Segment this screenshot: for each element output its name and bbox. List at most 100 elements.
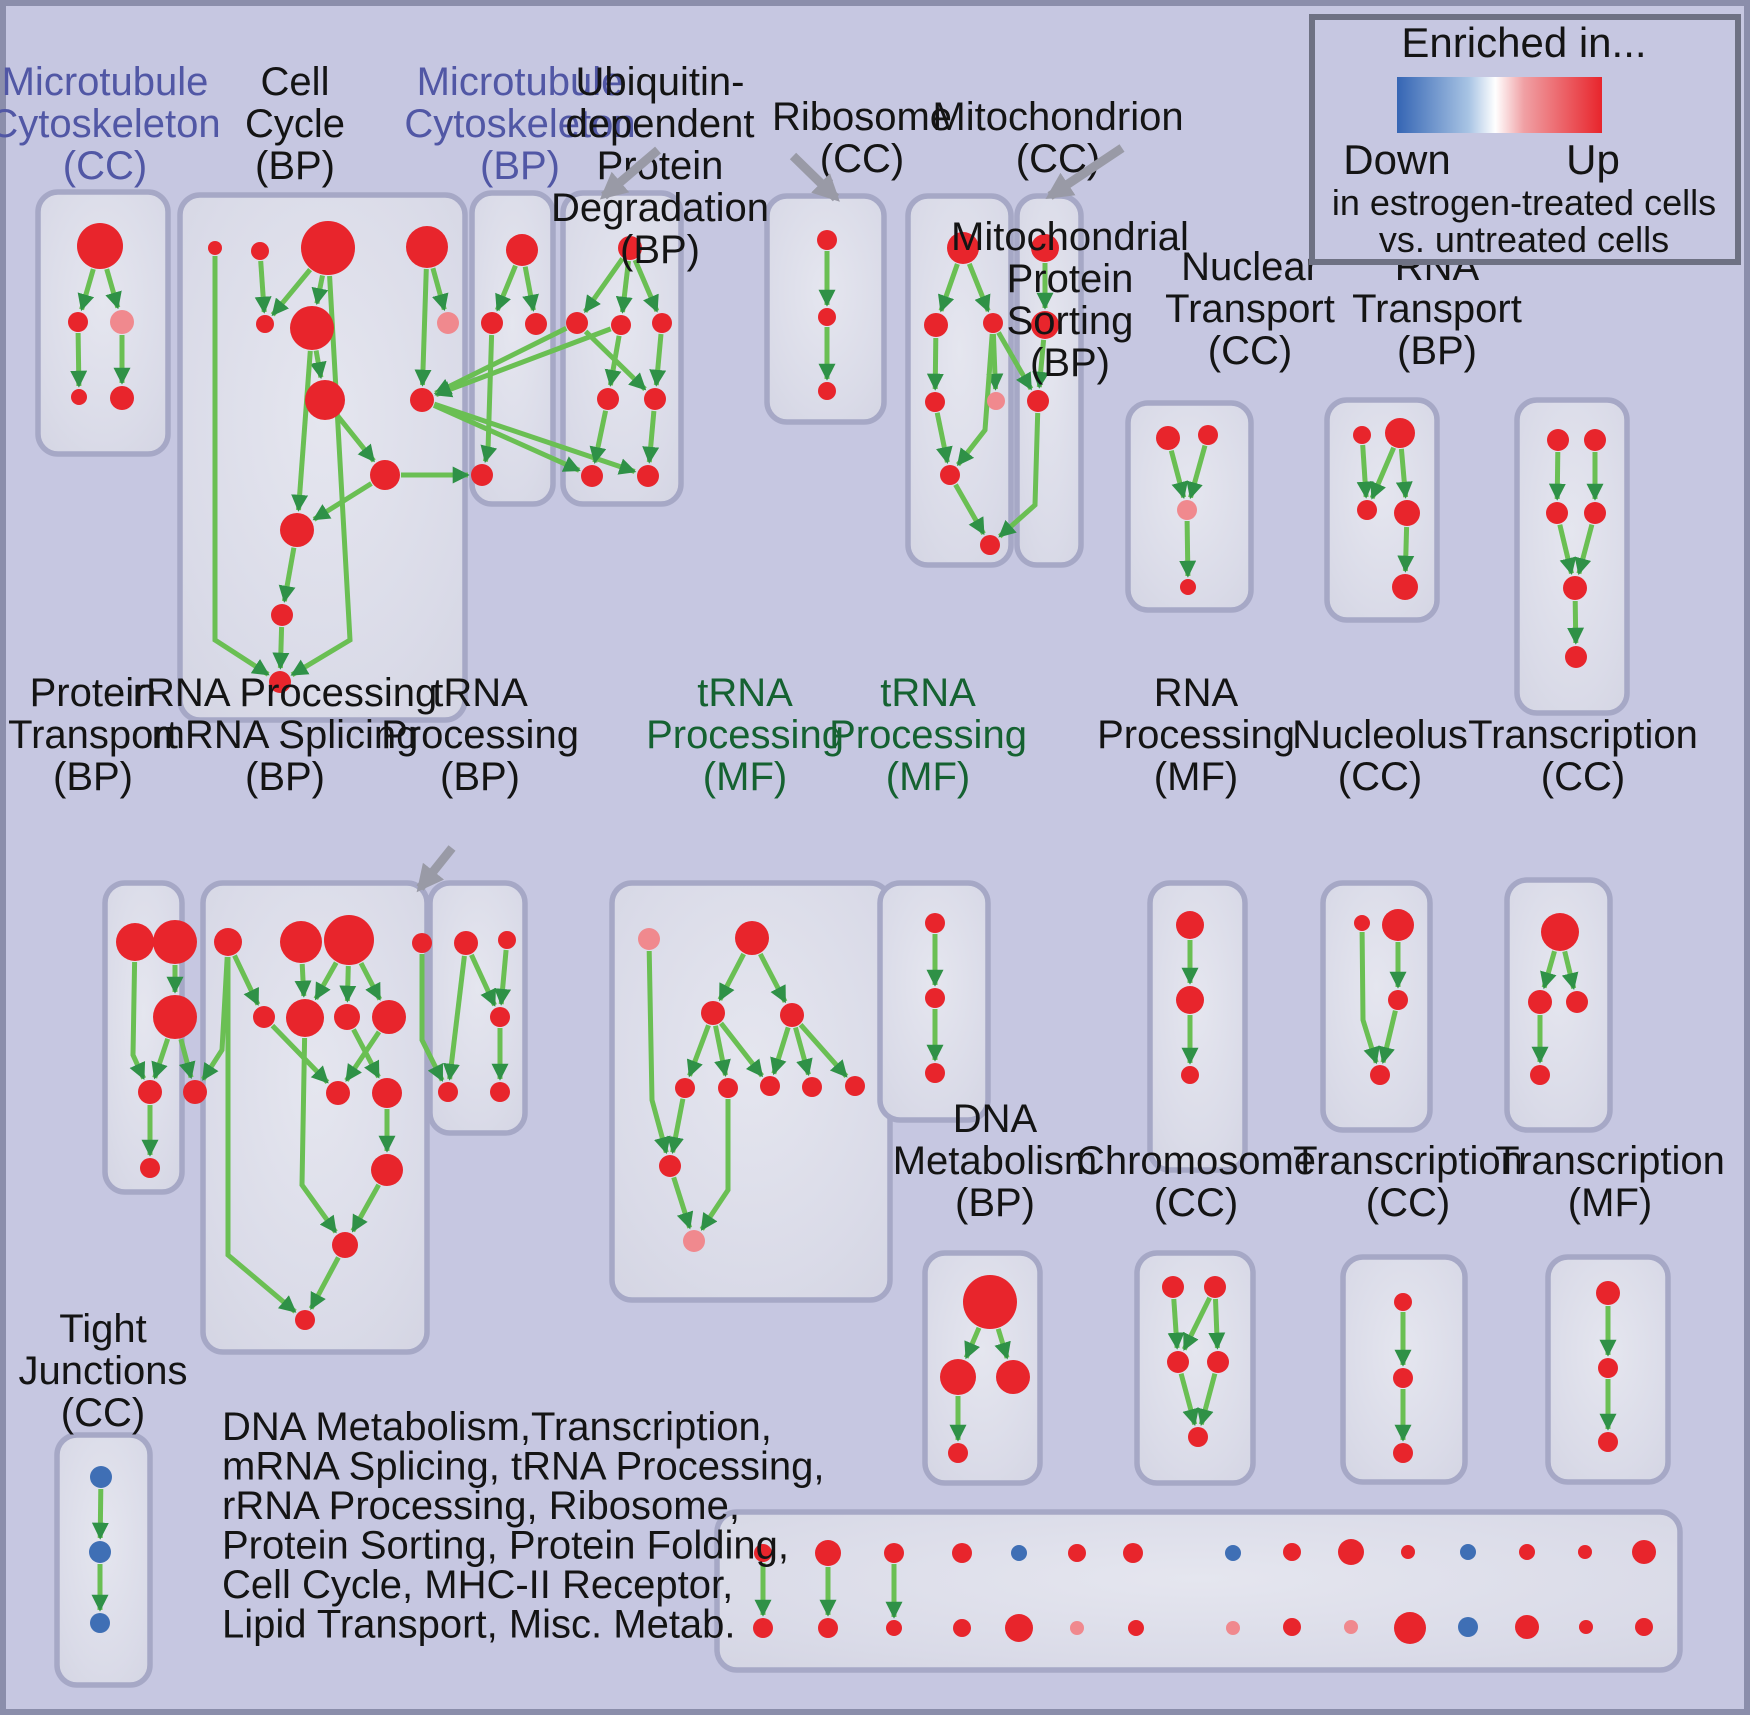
category-label: Transcription (CC) [1293, 1139, 1523, 1225]
relation-edge [336, 414, 376, 463]
go-term-node [89, 1541, 111, 1563]
relation-edge [225, 957, 297, 1314]
relation-edge [1397, 526, 1415, 573]
relation-edge [671, 1176, 694, 1230]
go-term-node [735, 921, 769, 955]
go-term-node [1354, 915, 1370, 931]
relation-edge [1178, 1372, 1199, 1427]
relation-edge [278, 547, 297, 603]
relation-edge [1179, 520, 1197, 578]
relation-edge [1032, 339, 1050, 389]
relation-edge [313, 961, 339, 1001]
category-box [1147, 880, 1248, 1173]
legend-frame [1309, 14, 1741, 265]
go-term-node [438, 1082, 458, 1102]
go-term-node [566, 312, 588, 334]
relation-edge [469, 953, 497, 1007]
go-term-node [817, 230, 837, 250]
go-term-node [372, 1078, 402, 1108]
relation-edge [604, 335, 622, 387]
category-box [1514, 397, 1630, 716]
go-term-node [256, 315, 274, 333]
go-term-node [290, 306, 334, 350]
legend-down-label: Down [1343, 136, 1450, 183]
relation-edge [1378, 1010, 1398, 1065]
legend-gradient-bar [1397, 77, 1602, 133]
go-term-node [925, 913, 945, 933]
go-term-node [818, 1618, 838, 1638]
relation-edge [358, 961, 383, 1001]
category-box [1324, 397, 1440, 623]
legend-subtitle-2: vs. untreated cells [1379, 219, 1669, 260]
go-term-node [68, 312, 88, 332]
go-term-node [301, 221, 355, 275]
category-box [1504, 877, 1613, 1133]
go-term-node [611, 315, 631, 335]
go-term-node [983, 313, 1003, 333]
category-label: Ubiquitin-dependent Protein Degradation (BP… [551, 60, 769, 272]
label-pointer-arrow [1045, 144, 1125, 200]
misc-categories-note: DNA Metabolism,Transcription, mRNA Splici… [222, 1405, 824, 1647]
category-box [35, 189, 171, 457]
go-term-node [1393, 1443, 1413, 1463]
relation-edge [699, 1099, 731, 1231]
relation-edge [270, 268, 313, 317]
relation-edge [649, 333, 667, 387]
relation-edge [717, 952, 746, 1002]
go-term-node [1394, 1612, 1426, 1644]
relation-edge [104, 268, 122, 310]
go-term-node [324, 915, 374, 965]
relation-edge [642, 410, 660, 464]
relation-edge [291, 350, 313, 512]
go-term-node [1180, 579, 1196, 595]
go-term-node [637, 465, 659, 487]
relation-edge [953, 483, 986, 536]
go-term-node [1283, 1618, 1301, 1636]
legend-title: Enriched in... [1401, 19, 1646, 66]
go-term-node [305, 380, 345, 420]
category-label: RNA Processing (MF) [1097, 671, 1295, 799]
go-term-node [1401, 1545, 1415, 1559]
relation-edge [494, 949, 512, 1006]
go-term-node [1460, 1544, 1476, 1560]
relation-edge [178, 1038, 196, 1080]
relation-edge [632, 259, 660, 313]
go-term-node [818, 308, 836, 326]
relation-edge [1540, 950, 1557, 990]
relation-edge [589, 410, 609, 464]
go-term-node [760, 1076, 780, 1096]
go-term-node [326, 1081, 350, 1105]
relation-edge [344, 1030, 382, 1082]
category-box [177, 192, 468, 723]
relation-edge [272, 626, 290, 670]
category-box [1134, 1250, 1256, 1486]
go-term-node [140, 1158, 160, 1178]
relation-edge [254, 260, 272, 314]
go-term-node [925, 392, 945, 412]
relation-edge [419, 954, 445, 1082]
category-label: Nucleolus (CC) [1292, 713, 1468, 799]
go-term-node [1385, 418, 1415, 448]
relation-edge [1167, 1298, 1185, 1350]
go-term-node [334, 1004, 360, 1030]
go-term-node [701, 1001, 725, 1025]
go-term-node [253, 1006, 275, 1028]
relation-edge [956, 333, 995, 467]
category-label: Transcription (MF) [1495, 1139, 1725, 1225]
legend-up-label: Up [1566, 136, 1620, 183]
go-term-node [1353, 426, 1371, 444]
go-term-node [1207, 1351, 1229, 1373]
relation-edge [294, 963, 312, 998]
go-term-node [1578, 1545, 1592, 1559]
go-term-node [1225, 1545, 1241, 1561]
go-term-node [1579, 1620, 1593, 1634]
go-term-node [753, 1618, 773, 1638]
relation-edge [1567, 600, 1585, 645]
category-label: RNA Transport (BP) [1352, 245, 1522, 373]
go-term-node [1598, 1432, 1618, 1452]
category-label: Protein Transport (BP) [8, 671, 178, 799]
relation-edge [1359, 931, 1380, 1065]
category-label: tRNA Processing (MF) [829, 671, 1027, 799]
